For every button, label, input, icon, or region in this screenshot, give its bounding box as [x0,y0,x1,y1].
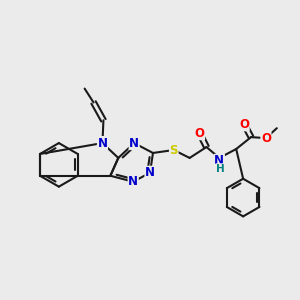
Text: N: N [128,175,138,188]
Text: H: H [216,164,225,174]
Text: O: O [239,118,249,131]
Text: N: N [214,154,224,167]
Text: N: N [129,136,139,150]
Text: O: O [261,132,271,145]
Text: S: S [169,143,178,157]
Text: O: O [194,127,205,140]
Text: N: N [98,136,107,150]
Text: N: N [145,166,155,179]
